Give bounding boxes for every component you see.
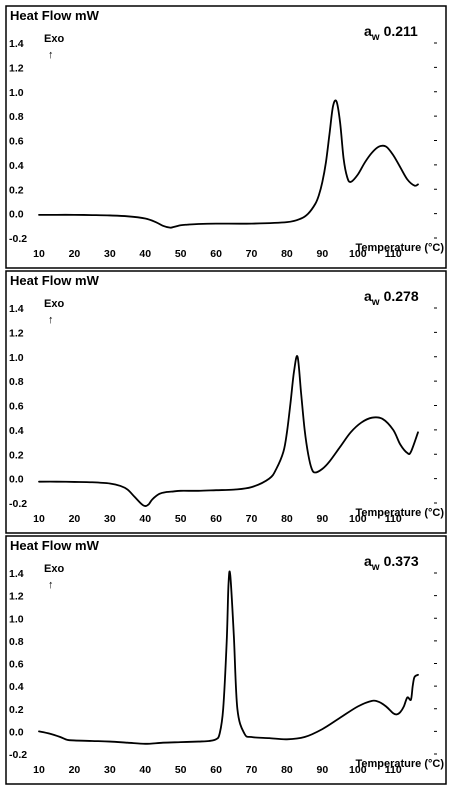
y-tick-label: 0.0 — [9, 474, 24, 486]
y-tick-label: 1.0 — [9, 352, 24, 364]
y-tick-label: 0.6 — [9, 401, 24, 413]
x-tick-label: 100 — [349, 248, 367, 260]
y-tick-label: 0.2 — [9, 704, 24, 716]
x-tick-label: 80 — [281, 764, 293, 776]
water-activity-subscript: w — [371, 32, 380, 43]
water-activity-label: aw 0.211 — [364, 23, 418, 43]
x-tick-label: 50 — [175, 513, 187, 525]
x-tick-label: 10 — [33, 513, 45, 525]
y-tick-label: 1.2 — [9, 327, 24, 339]
x-tick-label: 60 — [210, 513, 222, 525]
exo-label: Exo — [44, 33, 64, 45]
panel-title: Heat Flow mW — [10, 8, 100, 23]
x-tick-label: 30 — [104, 513, 116, 525]
x-tick-label: 30 — [104, 764, 116, 776]
x-tick-label: 80 — [281, 248, 293, 260]
x-tick-label: 80 — [281, 513, 293, 525]
y-tick-label: 1.4 — [9, 568, 24, 580]
panel-title: Heat Flow mW — [10, 273, 100, 288]
y-tick-label: 1.2 — [9, 591, 24, 603]
x-tick-label: 60 — [210, 764, 222, 776]
y-tick-label: -0.2 — [9, 498, 27, 510]
heat-flow-curve — [38, 355, 419, 507]
x-tick-label: 20 — [69, 764, 81, 776]
water-activity-value: 0.278 — [384, 288, 419, 304]
y-tick-label: 0.4 — [9, 425, 24, 437]
x-tick-label: 20 — [69, 513, 81, 525]
y-tick-label: 0.4 — [9, 160, 24, 172]
x-tick-label: 100 — [349, 513, 367, 525]
x-axis-label: Temperature (°C) — [355, 758, 444, 770]
y-tick-label: 1.4 — [9, 303, 24, 315]
water-activity-symbol: a — [364, 553, 372, 569]
chart-panel-3: Heat Flow mW Exo ↑ aw 0.373 -0.2 0.0 0.2 0.4 0.6 0… — [5, 535, 447, 785]
panel-frame — [5, 5, 447, 269]
panel-frame — [5, 270, 447, 534]
water-activity-label: aw 0.278 — [364, 288, 419, 308]
x-tick-label: 70 — [246, 248, 258, 260]
x-tick-label: 10 — [33, 764, 45, 776]
water-activity-symbol: a — [364, 23, 372, 39]
y-tick-label: 1.2 — [9, 62, 24, 74]
y-tick-label: 0.0 — [9, 209, 24, 221]
x-tick-label: 110 — [385, 248, 402, 260]
heat-flow-curve — [38, 570, 419, 745]
y-tick-label: 0.2 — [9, 449, 24, 461]
exo-label: Exo — [44, 298, 64, 310]
y-tick-label: -0.2 — [9, 233, 27, 245]
x-tick-label: 30 — [104, 248, 116, 260]
x-axis-label: Temperature (°C) — [355, 242, 444, 254]
x-tick-label: 100 — [349, 764, 367, 776]
exo-arrow-icon: ↑ — [48, 49, 54, 61]
x-tick-label: 110 — [385, 764, 402, 776]
exo-arrow-icon: ↑ — [48, 579, 54, 591]
x-tick-label: 90 — [317, 248, 329, 260]
y-tick-label: 0.8 — [9, 111, 24, 123]
water-activity-value: 0.211 — [384, 23, 418, 39]
y-tick-label: 1.0 — [9, 613, 24, 625]
exo-label: Exo — [44, 563, 64, 575]
water-activity-symbol: a — [364, 288, 372, 304]
x-tick-label: 40 — [139, 764, 151, 776]
y-tick-label: 0.8 — [9, 376, 24, 388]
y-tick-label: -0.2 — [9, 749, 27, 761]
y-tick-label: 0.2 — [9, 184, 24, 196]
x-tick-label: 40 — [139, 513, 151, 525]
y-tick-label: 1.4 — [9, 38, 24, 50]
y-tick-label: 0.6 — [9, 659, 24, 671]
y-tick-label: 1.0 — [9, 87, 24, 99]
x-tick-label: 50 — [175, 248, 187, 260]
x-tick-label: 90 — [317, 764, 329, 776]
x-axis-label: Temperature (°C) — [355, 507, 444, 519]
x-tick-label: 70 — [246, 764, 258, 776]
panel-title: Heat Flow mW — [10, 538, 100, 553]
x-tick-label: 70 — [246, 513, 258, 525]
water-activity-label: aw 0.373 — [364, 553, 419, 573]
x-tick-label: 90 — [317, 513, 329, 525]
exo-arrow-icon: ↑ — [48, 314, 54, 326]
y-tick-label: 0.8 — [9, 636, 24, 648]
y-tick-label: 0.0 — [9, 726, 24, 738]
x-tick-label: 10 — [33, 248, 45, 260]
x-tick-label: 110 — [385, 513, 402, 525]
x-tick-label: 50 — [175, 764, 187, 776]
y-tick-label: 0.6 — [9, 136, 24, 148]
x-tick-label: 40 — [139, 248, 151, 260]
chart-panel-1: Heat Flow mW Exo ↑ aw 0.211 -0.2 0.0 0.2 0.4 0.6 0… — [5, 5, 447, 269]
water-activity-subscript: w — [371, 562, 380, 573]
water-activity-value: 0.373 — [384, 553, 419, 569]
x-tick-label: 20 — [69, 248, 81, 260]
y-tick-label: 0.4 — [9, 681, 24, 693]
water-activity-subscript: w — [371, 297, 380, 308]
x-tick-label: 60 — [210, 248, 222, 260]
chart-panel-2: Heat Flow mW Exo ↑ aw 0.278 -0.2 0.0 0.2 0.4 0.6 0… — [5, 270, 447, 534]
heat-flow-curve — [38, 99, 419, 229]
panel-frame — [5, 535, 447, 785]
